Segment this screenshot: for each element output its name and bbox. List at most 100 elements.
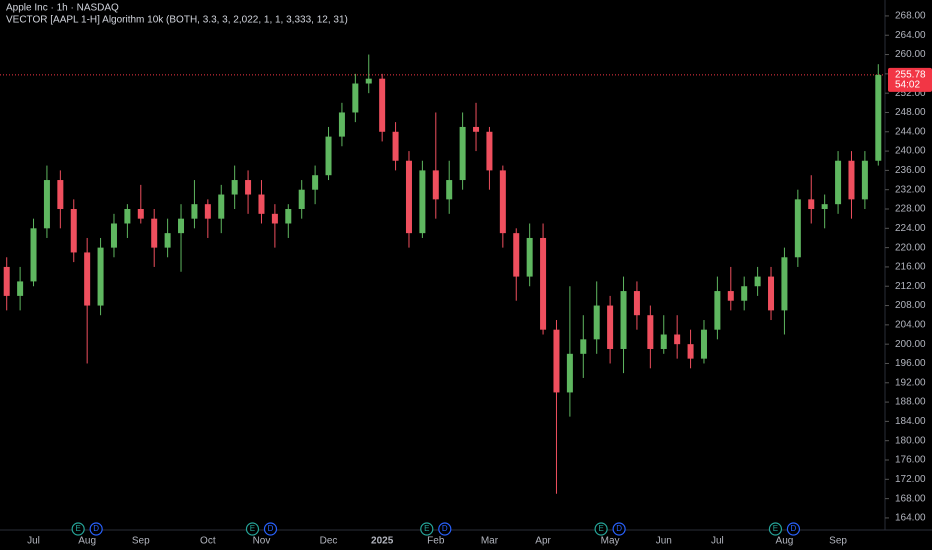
x-tick-label: Nov xyxy=(253,536,271,547)
candle-body xyxy=(607,305,614,349)
event-badge xyxy=(89,522,103,536)
y-tick-label: 176.00 xyxy=(895,455,926,466)
x-tick-label: 2025 xyxy=(371,536,394,547)
candle-body xyxy=(258,194,265,214)
y-tick-label: 204.00 xyxy=(895,319,926,330)
candle-body xyxy=(191,204,198,219)
x-tick-label: Jul xyxy=(27,536,40,547)
candle-body xyxy=(312,175,319,190)
candle-body xyxy=(513,233,520,277)
y-tick-label: 248.00 xyxy=(895,107,926,118)
event-badge xyxy=(245,522,260,536)
event-badge-label: D xyxy=(616,524,622,533)
candle-body xyxy=(754,276,761,287)
y-tick-label: 216.00 xyxy=(895,262,926,273)
x-tick-label: Jun xyxy=(656,536,672,547)
candle-body xyxy=(553,329,560,393)
event-badge xyxy=(263,522,278,536)
event-badge-label: D xyxy=(93,524,99,533)
candle-body xyxy=(17,281,24,296)
candle-body xyxy=(459,126,466,181)
candle-body xyxy=(231,180,238,195)
candle-body xyxy=(580,339,587,354)
y-tick-label: 232.00 xyxy=(895,184,926,195)
candle-body xyxy=(325,136,332,176)
x-tick-label: Aug xyxy=(776,536,794,547)
candle-body xyxy=(620,291,627,349)
candle-body xyxy=(727,291,734,301)
candle-body xyxy=(633,291,640,316)
candle-body xyxy=(526,237,533,277)
candle-body xyxy=(245,180,252,195)
event-badge xyxy=(420,522,434,536)
x-tick-label: May xyxy=(601,536,620,547)
candle-body xyxy=(647,315,654,349)
candle-body xyxy=(861,160,868,200)
event-badge xyxy=(71,522,85,536)
candle-body xyxy=(687,344,694,359)
x-tick-label: Apr xyxy=(535,536,551,547)
price-box xyxy=(888,67,932,92)
event-badge-label: E xyxy=(250,524,255,533)
candle-body xyxy=(70,209,77,253)
candle-body xyxy=(432,170,439,200)
y-tick-label: 172.00 xyxy=(895,474,926,485)
y-tick-label: 264.00 xyxy=(895,30,926,41)
candle-body xyxy=(875,74,882,161)
candle-body xyxy=(218,194,225,219)
candle-body xyxy=(835,160,842,205)
x-tick-label: Sep xyxy=(132,536,150,547)
candle-body xyxy=(3,266,10,296)
candle-body xyxy=(499,170,506,234)
candle-body xyxy=(700,329,707,359)
candle-body xyxy=(848,160,855,200)
candle-body xyxy=(204,204,211,219)
x-tick-label: Mar xyxy=(481,536,499,547)
y-tick-label: 188.00 xyxy=(895,397,926,408)
candle-body xyxy=(794,199,801,258)
y-tick-label: 244.00 xyxy=(895,126,926,137)
y-tick-label: 252.00 xyxy=(895,88,926,99)
last-price-label: 255.78 xyxy=(895,70,926,81)
candle-body xyxy=(486,131,493,171)
candle-body xyxy=(352,83,359,113)
candle-body xyxy=(271,213,278,224)
candle-body xyxy=(43,180,50,229)
event-badge-label: D xyxy=(791,524,797,533)
y-tick-label: 212.00 xyxy=(895,281,926,292)
candle-body xyxy=(392,131,399,161)
event-badge-label: E xyxy=(773,524,778,533)
y-tick-label: 240.00 xyxy=(895,146,926,157)
event-badge xyxy=(594,522,608,536)
candle-body xyxy=(178,218,185,234)
y-tick-label: 268.00 xyxy=(895,11,926,22)
y-tick-label: 236.00 xyxy=(895,165,926,176)
candle-body xyxy=(781,257,788,311)
candle-body xyxy=(365,78,372,84)
countdown-label: 54:02 xyxy=(895,80,920,91)
event-badge-label: D xyxy=(268,524,274,533)
candle-body xyxy=(285,209,292,224)
x-tick-label: Dec xyxy=(320,536,338,547)
candle-body xyxy=(97,247,104,306)
y-tick-label: 192.00 xyxy=(895,377,926,388)
candle-body xyxy=(808,199,815,210)
candle-body xyxy=(84,252,91,306)
candle-body xyxy=(298,189,305,210)
candle-body xyxy=(741,286,748,301)
candle-body xyxy=(30,228,37,282)
candle-body xyxy=(593,305,600,340)
event-badge xyxy=(438,522,452,536)
y-tick-label: 224.00 xyxy=(895,223,926,234)
candle-body xyxy=(124,209,131,224)
candle-body xyxy=(419,170,426,234)
event-badge-label: D xyxy=(442,524,448,533)
candle-body xyxy=(379,78,386,132)
event-badge-label: E xyxy=(598,524,603,533)
candle-body xyxy=(540,237,547,330)
candle-body xyxy=(338,112,345,137)
event-badge xyxy=(768,522,783,536)
candle-body xyxy=(714,291,721,330)
y-tick-label: 228.00 xyxy=(895,204,926,215)
